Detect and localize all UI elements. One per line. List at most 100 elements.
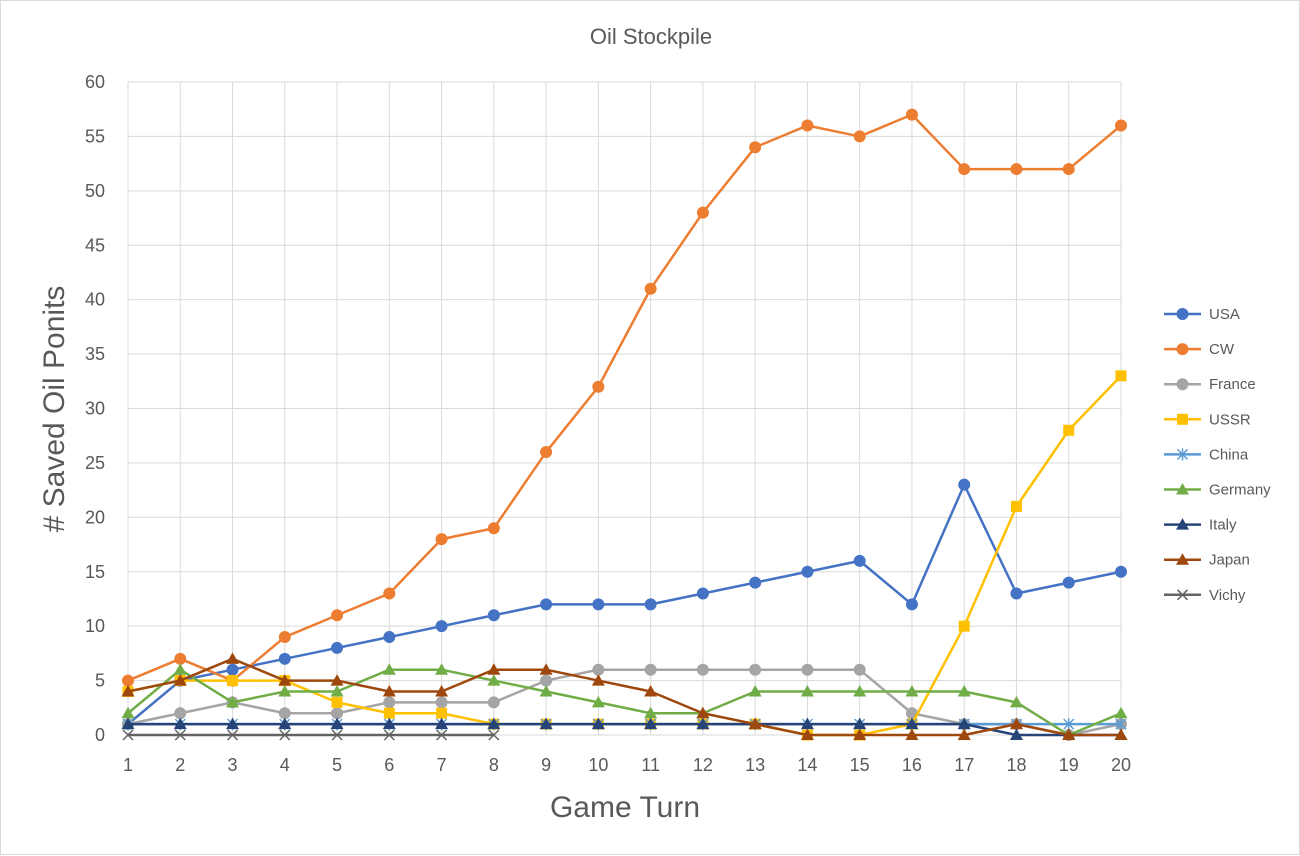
series-france <box>122 663 1127 741</box>
data-point-germany <box>644 706 658 719</box>
data-point-italy <box>382 717 396 730</box>
data-point-italy <box>330 717 344 730</box>
legend-label: Italy <box>1209 517 1237 534</box>
data-point-cw <box>331 609 344 622</box>
x-tick-label: 9 <box>541 755 551 775</box>
data-point-ussr <box>958 620 970 632</box>
y-tick-label: 50 <box>85 181 105 201</box>
legend-item-france: France <box>1164 376 1256 393</box>
x-tick-label: 7 <box>437 755 447 775</box>
data-point-italy <box>278 717 292 730</box>
x-axis-ticks: 1 2 3 4 5 6 7 8 9 10 11 12 13 14 15 16 17 18 19 20 <box>123 755 1131 775</box>
legend-marker <box>1176 343 1189 356</box>
data-point-germany <box>1114 706 1128 719</box>
data-point-italy <box>121 717 135 730</box>
data-point-usa <box>958 478 971 491</box>
data-point-japan <box>957 728 971 740</box>
data-point-france <box>644 663 657 676</box>
series-italy <box>121 717 1128 740</box>
data-point-ussr <box>331 696 343 708</box>
data-point-italy <box>226 717 240 730</box>
series-line-italy <box>128 722 1121 737</box>
data-point-japan <box>539 663 553 675</box>
legend-item-ussr: USSR <box>1164 411 1251 428</box>
y-tick-label: 45 <box>85 235 105 255</box>
data-point-cw <box>696 206 709 219</box>
data-point-italy <box>487 717 501 730</box>
data-point-japan <box>278 674 292 686</box>
data-point-usa <box>435 620 448 633</box>
data-point-italy <box>696 717 710 730</box>
series-line-ussr <box>127 374 1122 737</box>
data-point-usa <box>278 652 291 665</box>
data-point-cw <box>1115 119 1127 132</box>
data-point-france <box>801 663 814 676</box>
legend-marker <box>1177 413 1188 425</box>
data-point-cw <box>540 446 553 459</box>
data-point-japan <box>226 652 240 664</box>
legend-item-germany: Germany <box>1164 482 1271 499</box>
data-point-japan <box>487 663 501 675</box>
data-point-usa <box>540 598 553 611</box>
data-point-cw <box>644 282 657 295</box>
legend-item-china: China <box>1164 446 1249 463</box>
data-point-france <box>331 707 344 720</box>
x-tick-label: 4 <box>280 755 290 775</box>
series-japan <box>121 652 1128 740</box>
data-point-ussr <box>1063 424 1075 436</box>
data-point-cw <box>383 587 396 600</box>
legend-label: USA <box>1209 306 1240 323</box>
data-point-japan <box>591 674 605 686</box>
legend-marker <box>1176 553 1189 565</box>
data-point-usa <box>644 598 657 611</box>
data-point-china <box>1063 718 1075 731</box>
data-point-france <box>383 696 396 709</box>
data-point-japan <box>696 706 710 719</box>
legend-label: CW <box>1209 341 1235 358</box>
y-tick-label: 5 <box>95 671 105 691</box>
data-point-cw <box>278 631 291 644</box>
legend-item-vichy: Vichy <box>1164 587 1246 604</box>
data-point-japan <box>1009 717 1023 730</box>
legend-label: France <box>1209 376 1256 393</box>
data-point-cw <box>749 141 762 154</box>
data-point-germany <box>539 684 553 697</box>
data-point-france <box>696 663 709 676</box>
legend-item-italy: Italy <box>1164 517 1237 534</box>
data-point-germany <box>748 684 762 697</box>
legend-marker <box>1176 378 1189 391</box>
data-point-usa <box>1062 576 1075 589</box>
x-tick-label: 20 <box>1111 755 1131 775</box>
data-point-germany <box>905 684 919 697</box>
legend-marker <box>1176 518 1189 530</box>
data-point-germany <box>435 663 449 675</box>
legend-label: Germany <box>1209 482 1271 499</box>
data-point-cw <box>122 674 134 687</box>
legend-label: Vichy <box>1209 587 1246 604</box>
data-point-japan <box>121 684 135 697</box>
y-tick-label: 20 <box>85 507 105 527</box>
data-point-italy <box>800 717 814 730</box>
series-usa <box>122 478 1127 731</box>
data-point-vichy <box>331 729 343 741</box>
data-point-germany <box>957 684 971 697</box>
data-point-cw <box>435 533 448 546</box>
data-point-germany <box>330 684 344 697</box>
data-point-cw <box>174 652 187 665</box>
data-point-germany <box>382 663 396 675</box>
data-point-cw <box>801 119 814 132</box>
data-point-cw <box>853 130 866 143</box>
data-point-japan <box>173 674 187 686</box>
x-tick-label: 17 <box>954 755 974 775</box>
data-point-ussr <box>383 707 395 719</box>
data-point-japan <box>330 674 344 686</box>
data-point-france <box>435 696 448 709</box>
x-tick-label: 11 <box>641 755 660 775</box>
y-axis-title: # Saved Oil Ponits <box>38 286 71 533</box>
data-point-japan <box>1114 728 1128 740</box>
data-point-usa <box>1010 587 1023 600</box>
data-point-france <box>853 663 866 676</box>
data-point-japan <box>382 684 396 697</box>
data-point-ussr <box>436 707 448 719</box>
